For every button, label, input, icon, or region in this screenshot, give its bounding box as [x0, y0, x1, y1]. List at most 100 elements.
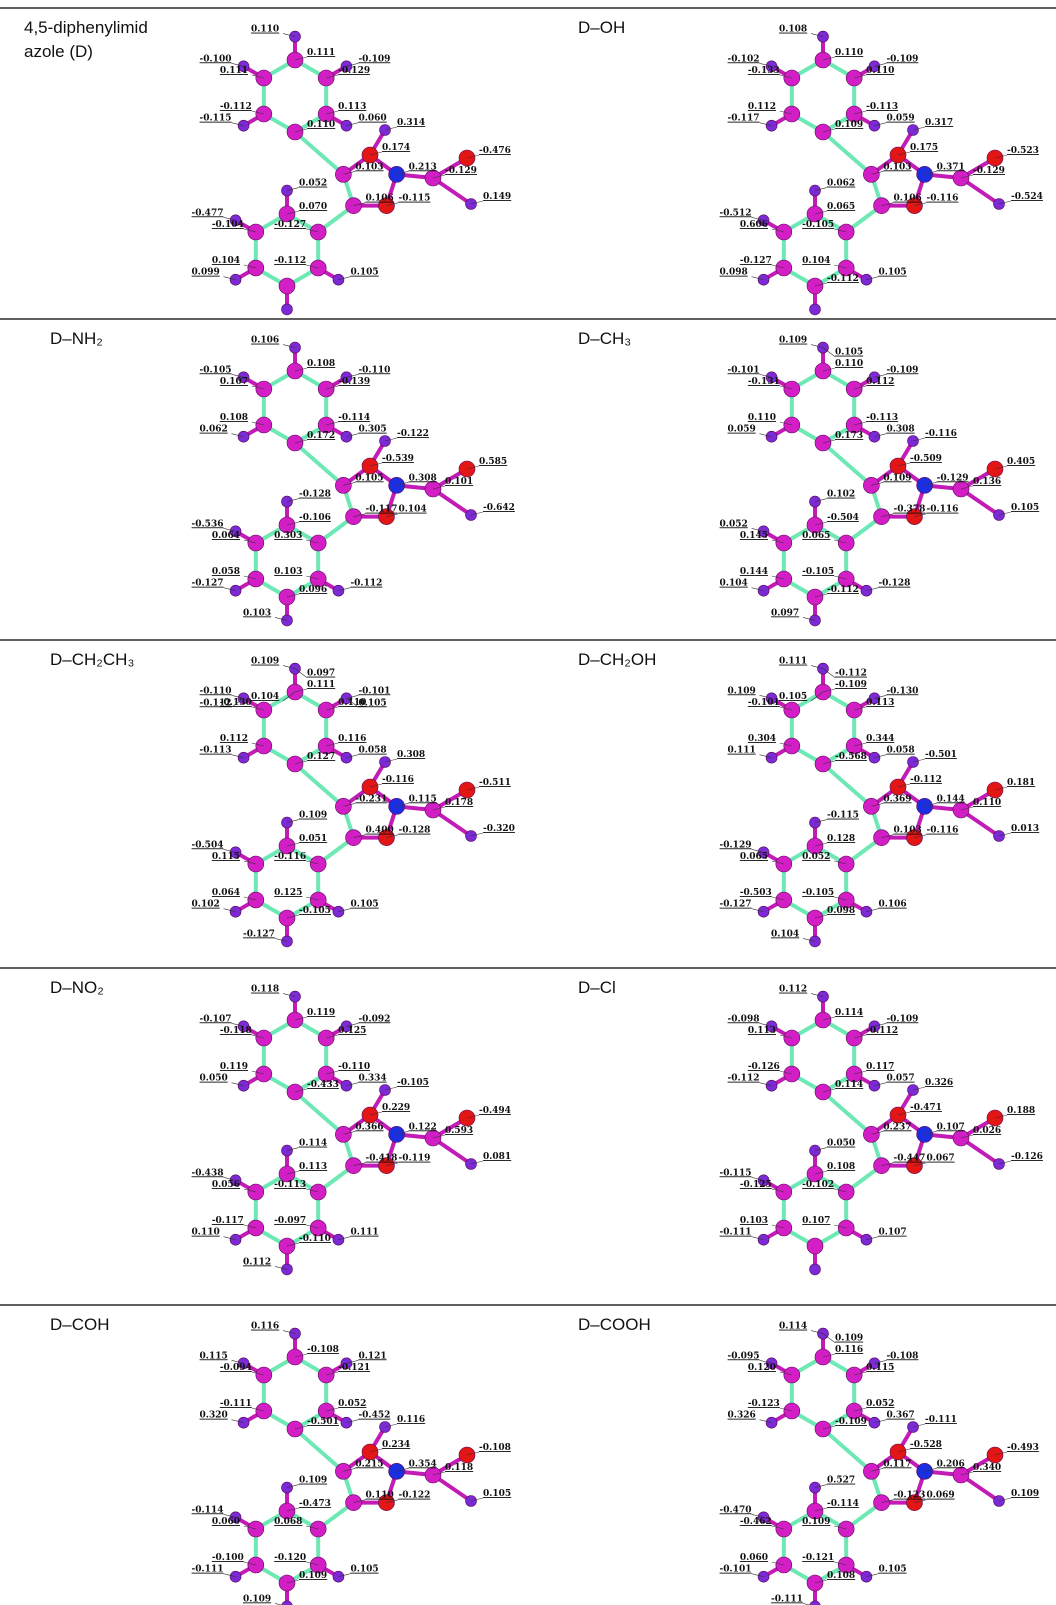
charge-label: -0.101 [358, 686, 390, 696]
charge-label: 0.303 [274, 531, 302, 541]
charge-label: 0.013 [1011, 824, 1039, 834]
atom [333, 585, 344, 596]
charge-label: -0.112 [827, 585, 859, 595]
atom [869, 431, 880, 442]
atom [810, 304, 821, 315]
charge-label: -0.105 [802, 888, 834, 898]
charge-label: 0.105 [483, 1489, 511, 1499]
atom [389, 1463, 405, 1479]
charge-label: -0.129 [720, 840, 752, 850]
charge-label: -0.116 [926, 505, 958, 515]
charge-label: 0.366 [355, 1122, 383, 1132]
atom [810, 615, 821, 626]
atom [335, 798, 351, 814]
atom [346, 1158, 362, 1174]
charge-label: -0.117 [212, 1216, 244, 1226]
atom [256, 1367, 272, 1383]
charge-label: 0.172 [307, 431, 335, 441]
charge-label: -0.097 [274, 1216, 306, 1226]
charge-label: -0.110 [200, 686, 232, 696]
charge-label: 0.344 [866, 734, 894, 744]
atom [917, 1126, 933, 1142]
charge-label: -0.129 [338, 66, 370, 76]
charge-label: -0.117 [728, 114, 760, 124]
charge-label: 0.068 [274, 1517, 302, 1527]
bond [823, 1429, 871, 1471]
charge-label: 0.144 [937, 794, 965, 804]
charge-label: -0.102 [728, 54, 760, 64]
charge-label: 0.109 [299, 811, 327, 821]
atom [279, 278, 295, 294]
charge-label: -0.501 [925, 750, 957, 760]
charge-label: 0.065 [827, 202, 855, 212]
charge-label: -0.231 [355, 794, 387, 804]
charge-label: 0.308 [397, 750, 425, 760]
charge-label: 0.105 [878, 1565, 906, 1575]
charge-label: 0.116 [338, 734, 366, 744]
charge-label: -0.112 [350, 579, 382, 589]
charge-label: 0.237 [883, 1122, 911, 1132]
charge-label: 0.110 [866, 66, 894, 76]
charge-label: 0.059 [728, 425, 756, 435]
charge-label: 0.058 [886, 746, 914, 756]
atom [807, 1238, 823, 1254]
charge-label: 0.127 [307, 752, 335, 762]
bond [295, 443, 343, 485]
atom [846, 381, 862, 397]
charge-label: -0.101 [720, 1565, 752, 1575]
charge-label: -0.126 [1011, 1152, 1043, 1162]
charge-label: 0.111 [779, 657, 807, 667]
charge-label: 0.070 [299, 202, 327, 212]
atom [389, 477, 405, 493]
charge-label: 0.058 [212, 567, 240, 577]
molecule: 0.1090.110-0.101-0.109-0.1310.1120.110-0… [720, 336, 1040, 626]
charge-label: 0.215 [355, 1459, 383, 1469]
charge-label: -0.462 [740, 1517, 772, 1527]
charge-label: -0.110 [299, 1234, 331, 1244]
charge-label: 0.057 [886, 1074, 914, 1084]
atom [863, 1463, 879, 1479]
charge-label: -0.109 [835, 1417, 867, 1427]
charge-label: -0.524 [1011, 192, 1043, 202]
charge-label: 0.106 [366, 194, 394, 204]
charge-label: 0.101 [445, 477, 473, 487]
charge-label: 0.354 [409, 1459, 437, 1469]
charge-label: 0.112 [748, 102, 776, 112]
atom [256, 1066, 272, 1082]
atom [333, 274, 344, 285]
charge-label: 0.109 [802, 1517, 830, 1527]
charge-label: -0.130 [886, 686, 918, 696]
charge-label: -0.118 [220, 1026, 252, 1036]
panel-title: D–COH [50, 1313, 175, 1337]
atom [874, 1495, 890, 1511]
atom [335, 1126, 351, 1142]
charge-label: 0.056 [212, 1180, 240, 1190]
charge-label: -0.105 [200, 365, 232, 375]
charge-label: 0.060 [740, 1553, 768, 1563]
charge-label: 0.067 [926, 1154, 954, 1164]
atom [248, 1184, 264, 1200]
atom [341, 1417, 352, 1428]
charge-label: 0.606 [740, 220, 768, 230]
atom [256, 1030, 272, 1046]
charge-label: 0.113 [866, 698, 894, 708]
charge-label: 0.062 [827, 179, 855, 189]
charge-label: 0.145 [740, 531, 768, 541]
charge-label: 0.108 [827, 1571, 855, 1581]
charge-label: 0.188 [1007, 1106, 1035, 1116]
charge-label: -0.131 [748, 377, 780, 387]
atom [766, 1417, 777, 1428]
charge-label: 0.105 [878, 268, 906, 278]
molecule: 0.116-0.1080.1150.121-0.094-0.121-0.1110… [192, 1322, 512, 1605]
charge-label: -0.113 [274, 1180, 306, 1190]
atom [248, 260, 264, 276]
charge-label: 0.111 [220, 66, 248, 76]
charge-label: 0.105 [355, 473, 383, 483]
charge-label: 0.059 [886, 114, 914, 124]
charge-label: 0.326 [728, 1411, 756, 1421]
atom [874, 509, 890, 525]
charge-label: 0.102 [192, 900, 220, 910]
charge-label: 0.117 [883, 1459, 911, 1469]
atom [389, 1126, 405, 1142]
charge-label: -0.116 [274, 852, 306, 862]
